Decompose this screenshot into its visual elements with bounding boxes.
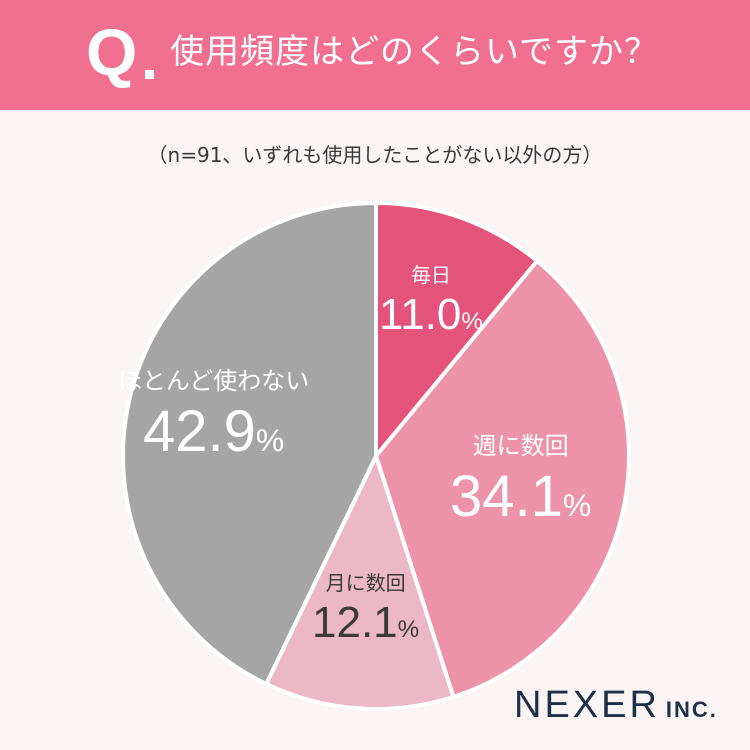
- slice-label: 週に数回 34.1%: [450, 429, 591, 539]
- sample-note: （n=91、いずれも使用したことがない以外の方）: [147, 143, 603, 167]
- slice-value: 34.1: [450, 464, 563, 529]
- pie-slice: [374, 258, 631, 699]
- slice-unit: %: [562, 487, 592, 523]
- slice-category: 週に数回: [472, 432, 569, 460]
- slice-percent: 11.0%: [379, 289, 483, 347]
- slice-category: 月に数回: [325, 571, 406, 595]
- slice-percent: 12.1%: [312, 597, 419, 655]
- slice-category: ほとんど使わない: [118, 367, 310, 395]
- pie-slice: [374, 201, 540, 458]
- slice-percent: 42.9%: [118, 398, 309, 474]
- slice-value: 42.9: [143, 399, 256, 464]
- slice-unit: %: [397, 616, 420, 643]
- slice-label: ほとんど使わない 42.9%: [118, 364, 309, 474]
- nexer-logo: NEXER INC.: [514, 683, 718, 732]
- slice-unit: %: [255, 422, 285, 458]
- slice-unit: %: [461, 308, 483, 335]
- question-header: Q 使用頻度はどのくらいですか？: [0, 0, 750, 110]
- pie-slice: [121, 201, 378, 686]
- slice-percent: 34.1%: [450, 463, 591, 539]
- q-dot: [145, 70, 154, 79]
- q-mark: Q: [86, 15, 138, 89]
- slice-label: 月に数回 12.1%: [312, 569, 419, 655]
- logo-suffix: INC.: [665, 697, 718, 722]
- slice-value: 11.0: [379, 290, 462, 339]
- logo-name: NEXER: [514, 684, 660, 726]
- pie-slice: [264, 454, 456, 711]
- slice-value: 12.1: [312, 598, 398, 647]
- question-text: 使用頻度はどのくらいですか？: [170, 32, 659, 72]
- slice-category: 毎日: [410, 263, 451, 287]
- slice-label: 毎日 11.0%: [379, 261, 483, 347]
